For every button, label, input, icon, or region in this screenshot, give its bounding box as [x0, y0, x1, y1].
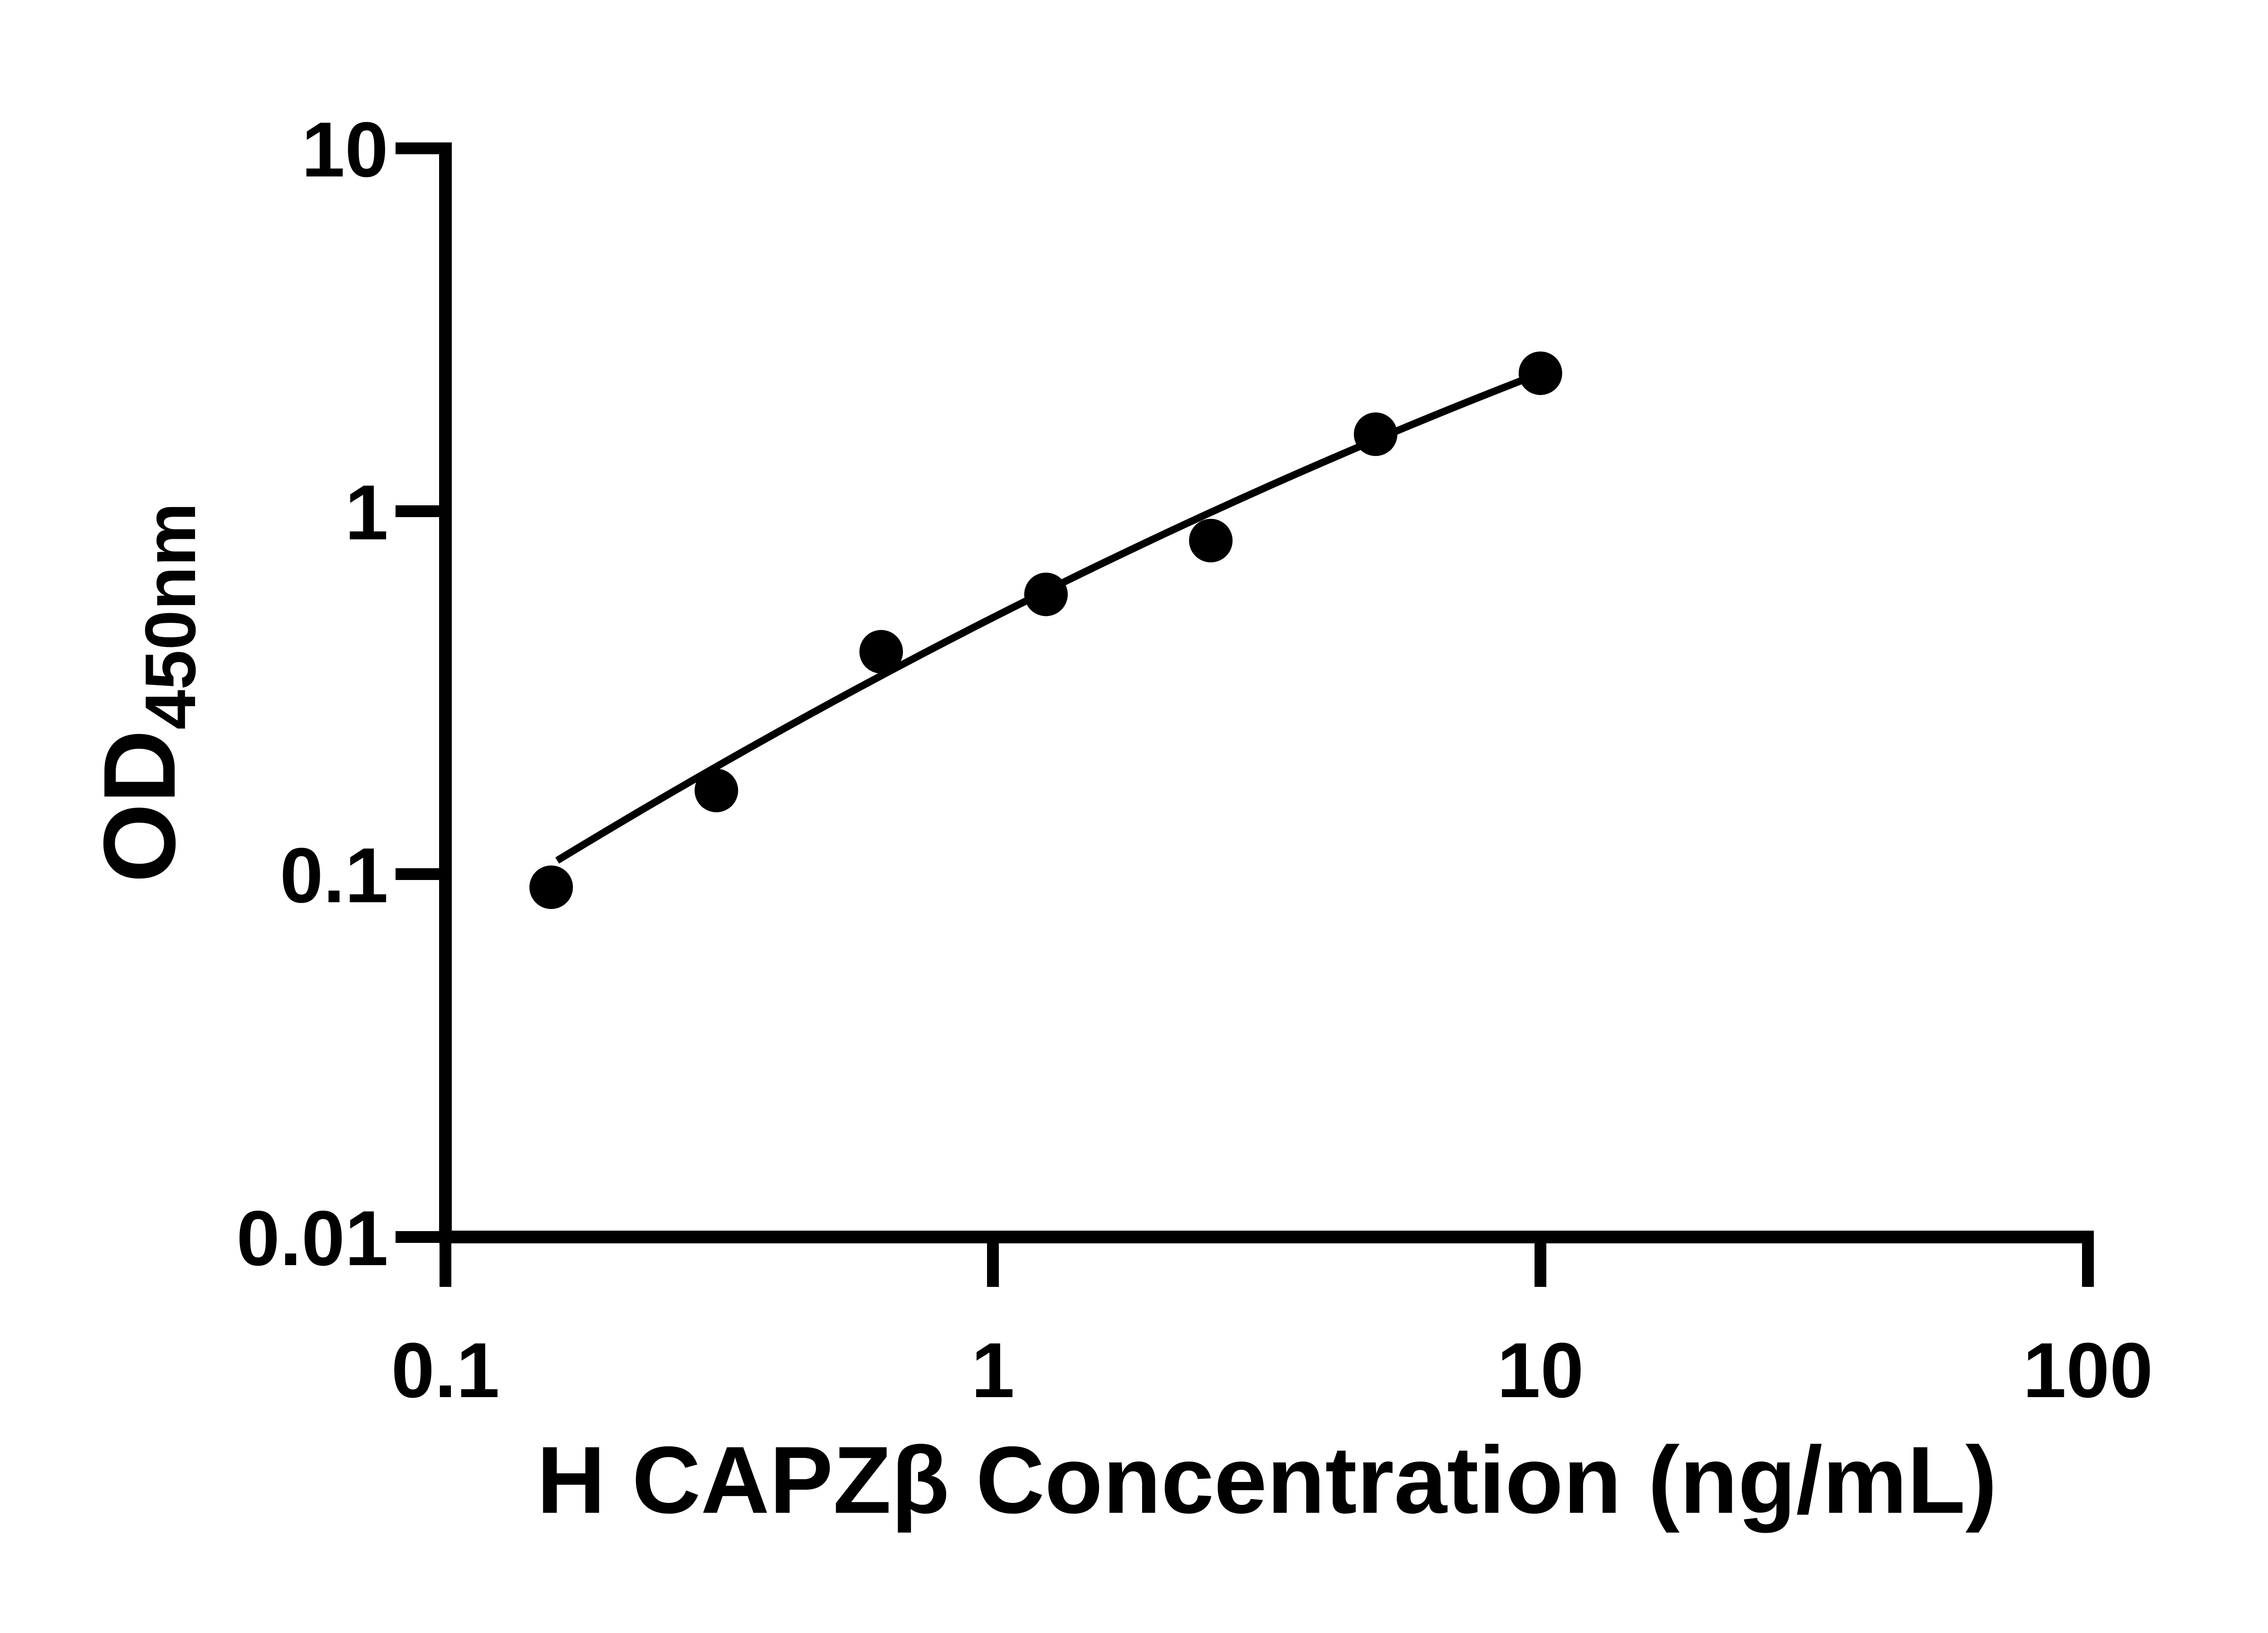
data-point: [1519, 351, 1562, 395]
data-point: [1024, 572, 1068, 616]
x-tick-label: 100: [2023, 1327, 2153, 1414]
x-tick-label: 0.1: [391, 1327, 499, 1414]
y-axis-title-subscript: 450nm: [131, 503, 210, 730]
x-tick-label: 10: [1497, 1327, 1584, 1414]
y-tick-label: 10: [302, 106, 388, 193]
data-point: [1189, 518, 1233, 562]
y-axis-title-main: OD: [82, 730, 196, 883]
data-point: [859, 630, 903, 674]
x-tick-label: 1: [971, 1327, 1015, 1414]
data-point: [529, 865, 573, 909]
y-tick-marks: [396, 142, 445, 1243]
data-point: [694, 768, 738, 812]
y-tick-label: 1: [345, 469, 388, 556]
y-tick-label: 0.1: [280, 832, 388, 919]
data-points: [529, 351, 1562, 909]
data-point: [1354, 412, 1398, 456]
x-axis-title: H CAPZβ Concentration (ng/mL): [537, 1427, 1997, 1533]
x-tick-labels: 0.1 1 10 100: [391, 1327, 2153, 1414]
x-tick-marks: [440, 1243, 2094, 1287]
y-tick-labels: 0.01 0.1 1 10: [236, 106, 388, 1282]
y-axis-title: OD450nm: [82, 503, 210, 883]
y-tick-label: 0.01: [236, 1195, 388, 1282]
